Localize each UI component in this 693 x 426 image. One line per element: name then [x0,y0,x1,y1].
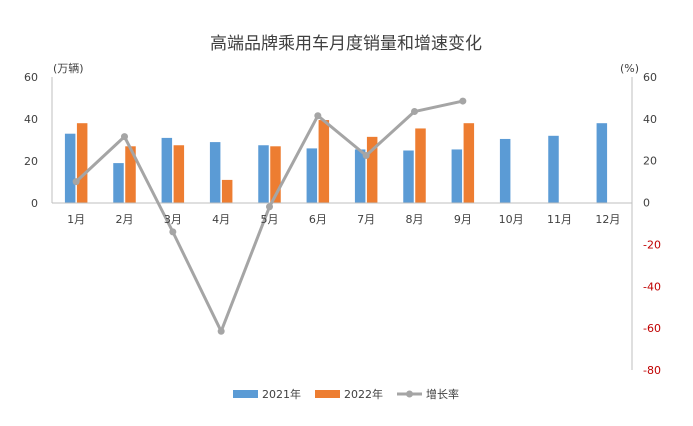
x-tick-label: 1月 [67,213,85,226]
right-tick-label: 40 [643,113,657,126]
bar-2022年-9月 [463,123,475,203]
x-tick-label: 9月 [454,213,472,226]
legend-label: 增长率 [426,387,459,401]
bar-2021年-7月 [354,149,366,203]
bar-2021年-3月 [161,137,173,203]
right-tick-label: 0 [643,197,650,210]
right-tick-label: 20 [643,155,657,168]
x-tick-label: 10月 [499,213,524,226]
left-axis-unit-label: (万辆) [53,61,84,75]
bar-2021年-2月 [113,163,124,203]
right-tick-label: -40 [643,280,661,293]
legend-swatch-marker [406,390,413,398]
growth-rate-point-8月 [411,108,418,116]
growth-rate-point-6月 [314,112,322,120]
bar-2022年-1月 [76,123,88,203]
growth-rate-line [72,97,467,335]
bar-2021年-10月 [499,138,511,203]
growth-rate-point-1月 [72,178,80,186]
x-tick-label: 2月 [116,213,134,226]
bar-2021年-11月 [548,135,559,203]
bar-2022年-4月 [221,179,233,203]
growth-rate-point-9月 [459,97,467,105]
left-tick-label: 60 [24,71,38,84]
right-tick-label: -80 [643,364,661,377]
right-axis-ticks: 60 40 20 0 -20 -40 -60 -80 [643,71,661,377]
bar-2022年-3月 [173,145,185,203]
x-tick-label: 5月 [261,213,279,226]
right-tick-label: -60 [643,322,661,335]
left-tick-label: 40 [24,113,38,126]
legend-swatch [315,390,340,398]
bar-2021年-6月 [306,148,318,203]
left-tick-label: 20 [24,155,38,168]
bar-2022年-8月 [415,128,426,203]
left-tick-label: 0 [31,197,38,210]
bar-2022年-5月 [270,146,281,203]
x-tick-label: 4月 [212,213,230,226]
x-tick-label: 6月 [309,213,327,226]
axes [51,77,633,370]
x-tick-label: 11月 [547,213,572,226]
left-axis-ticks: 0 20 40 60 [24,71,38,210]
x-tick-label: 7月 [357,213,375,226]
bar-2021年-1月 [64,133,76,203]
growth-rate-point-4月 [217,327,225,335]
bar-2022年-6月 [318,120,330,203]
right-tick-label: -20 [643,238,661,251]
right-tick-label: 60 [643,71,657,84]
bar-2022年-7月 [366,136,378,203]
x-tick-label: 8月 [406,213,424,226]
x-axis-labels: 1月 2月 3月 4月 5月 6月 7月 8月 9月 10月 11月 12月 [67,213,620,226]
bar-2021年-9月 [451,149,463,203]
bar-2022年-2月 [125,146,136,203]
bar-2021年-5月 [258,145,269,203]
growth-rate-point-2月 [121,133,128,141]
growth-rate-point-3月 [169,228,177,236]
legend-label: 2022年 [344,387,383,401]
growth-rate-point-5月 [266,203,273,211]
chart-title: 高端品牌乘用车月度销量和增速变化 [210,34,482,54]
legend-label: 2021年 [262,387,301,401]
legend-swatch [233,390,258,398]
bar-2021年-12月 [596,123,608,203]
bar-series [64,120,608,203]
x-tick-label: 3月 [164,213,182,226]
legend: 2021年 2022年 增长率 [233,387,459,401]
right-axis-unit-label: (%) [620,62,639,75]
x-tick-label: 12月 [595,213,620,226]
growth-rate-point-7月 [362,151,370,159]
bar-2021年-8月 [403,150,414,203]
bar-2021年-4月 [209,142,221,203]
